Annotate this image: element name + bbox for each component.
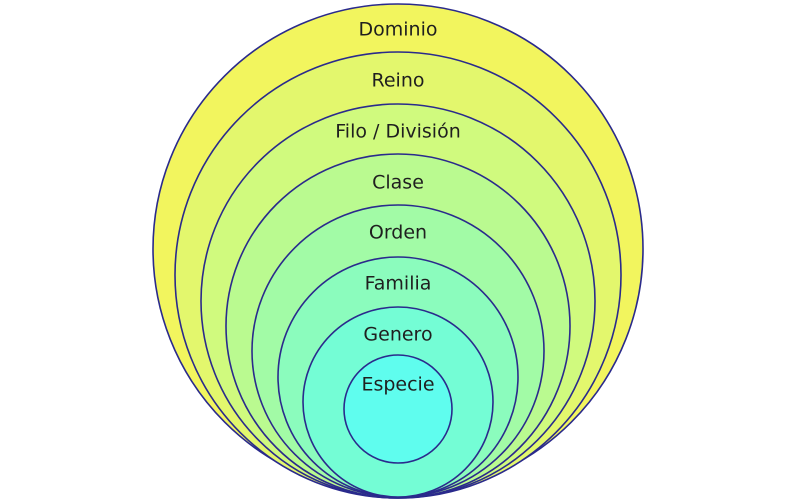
label-orden: Orden	[369, 222, 427, 244]
label-especie: Especie	[361, 374, 434, 396]
label-dominio: Dominio	[359, 19, 438, 41]
ring-especie	[343, 354, 453, 464]
label-filo-division: Filo / División	[335, 121, 461, 143]
label-clase: Clase	[372, 172, 424, 194]
label-familia: Familia	[365, 273, 432, 295]
circle-species: Especie	[343, 354, 453, 464]
label-genero: Genero	[363, 324, 432, 346]
label-reino: Reino	[372, 70, 425, 92]
